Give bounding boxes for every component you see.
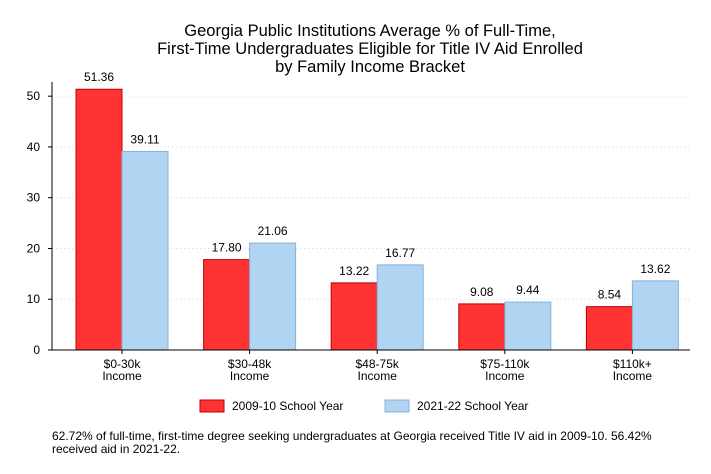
data-label: 39.11	[130, 132, 159, 146]
bar	[376, 264, 424, 351]
bar	[249, 242, 297, 351]
y-tick-label: 30	[27, 191, 41, 205]
data-label: 13.62	[640, 262, 670, 276]
data-label: 9.44	[516, 283, 540, 297]
bar	[504, 301, 552, 351]
x-tick-label: Income	[485, 369, 525, 383]
x-tick-label: Income	[613, 369, 653, 383]
x-tick-label: $48-75k	[356, 357, 400, 371]
chart-title-line-3: by Family Income Bracket	[275, 58, 465, 76]
legend: 2009-10 School Year 2021-22 School Year	[199, 399, 528, 413]
y-axis: 0 10 20 30 40 50	[27, 82, 53, 357]
x-tick-label: $30-48k	[228, 357, 272, 371]
x-tick-label: $75-110k	[480, 357, 530, 371]
bar	[121, 150, 169, 351]
bars	[75, 88, 679, 351]
legend-label: 2009-10 School Year	[232, 399, 343, 413]
bar	[203, 259, 251, 351]
x-tick-label: $0-30k	[104, 357, 142, 371]
data-label: 21.06	[258, 224, 288, 238]
data-label: 51.36	[84, 70, 114, 84]
data-label: 13.22	[339, 264, 369, 278]
chart-title-line-2: First-Time Undergraduates Eligible for T…	[157, 40, 583, 58]
bar	[631, 280, 679, 351]
data-label: 9.08	[470, 285, 494, 299]
y-tick-label: 20	[27, 241, 41, 255]
legend-swatch	[384, 399, 410, 413]
data-labels: 51.36 39.11 17.80 21.06 13.22 16.77 9.08 9.44 8.…	[84, 70, 671, 301]
y-tick-label: 50	[27, 89, 41, 103]
footnote: 62.72% of full-time, first-time degree s…	[52, 429, 652, 456]
x-tick-label: $110k+	[613, 357, 652, 371]
bar	[458, 303, 506, 351]
x-axis: $0-30kIncome$30-48kIncome$48-75kIncome$7…	[52, 349, 690, 383]
legend-swatch	[199, 399, 225, 413]
x-tick-label: Income	[358, 369, 398, 383]
data-label: 17.80	[212, 241, 242, 255]
bar	[585, 306, 633, 351]
data-label: 8.54	[598, 288, 622, 302]
bar	[75, 88, 123, 351]
bar	[330, 282, 378, 351]
chart-title: Georgia Public Institutions Average % of…	[157, 22, 583, 76]
y-tick-label: 40	[27, 140, 41, 154]
chart-title-line-1: Georgia Public Institutions Average % of…	[184, 22, 555, 40]
y-tick-label: 10	[27, 292, 41, 306]
legend-label: 2021-22 School Year	[417, 399, 528, 413]
x-tick-label: Income	[102, 369, 142, 383]
data-label: 16.77	[385, 246, 415, 260]
y-tick-label: 0	[33, 343, 40, 357]
x-tick-label: Income	[230, 369, 270, 383]
